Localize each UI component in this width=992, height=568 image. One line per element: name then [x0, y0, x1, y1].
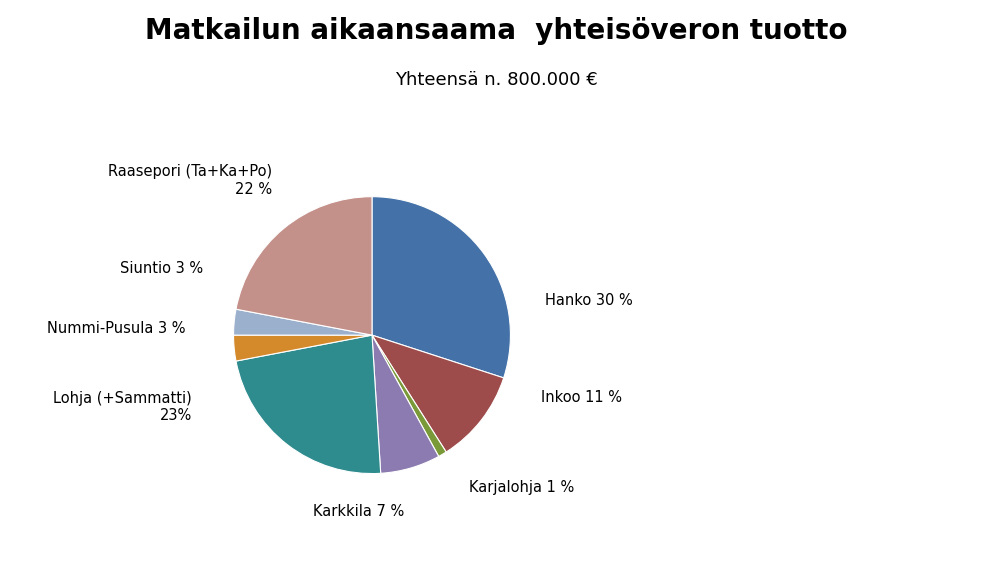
Wedge shape: [372, 335, 504, 452]
Text: Karjalohja 1 %: Karjalohja 1 %: [469, 481, 574, 495]
Wedge shape: [372, 197, 511, 378]
Text: Inkoo 11 %: Inkoo 11 %: [541, 390, 622, 405]
Wedge shape: [372, 335, 438, 473]
Wedge shape: [233, 309, 372, 335]
Text: Raasepori (Ta+Ka+Po)
22 %: Raasepori (Ta+Ka+Po) 22 %: [108, 164, 273, 197]
Wedge shape: [236, 197, 372, 335]
Wedge shape: [372, 335, 446, 457]
Text: Karkkila 7 %: Karkkila 7 %: [312, 504, 404, 519]
Text: Siuntio 3 %: Siuntio 3 %: [120, 261, 203, 276]
Wedge shape: [236, 335, 381, 474]
Text: Lohja (+Sammatti)
23%: Lohja (+Sammatti) 23%: [54, 391, 192, 423]
Text: Yhteensä n. 800.000 €: Yhteensä n. 800.000 €: [395, 71, 597, 89]
Text: Hanko 30 %: Hanko 30 %: [545, 293, 633, 308]
Text: Matkailun aikaansaama  yhteisöveron tuotto: Matkailun aikaansaama yhteisöveron tuott…: [145, 17, 847, 45]
Wedge shape: [233, 335, 372, 361]
Text: Nummi-Pusula 3 %: Nummi-Pusula 3 %: [47, 321, 186, 336]
